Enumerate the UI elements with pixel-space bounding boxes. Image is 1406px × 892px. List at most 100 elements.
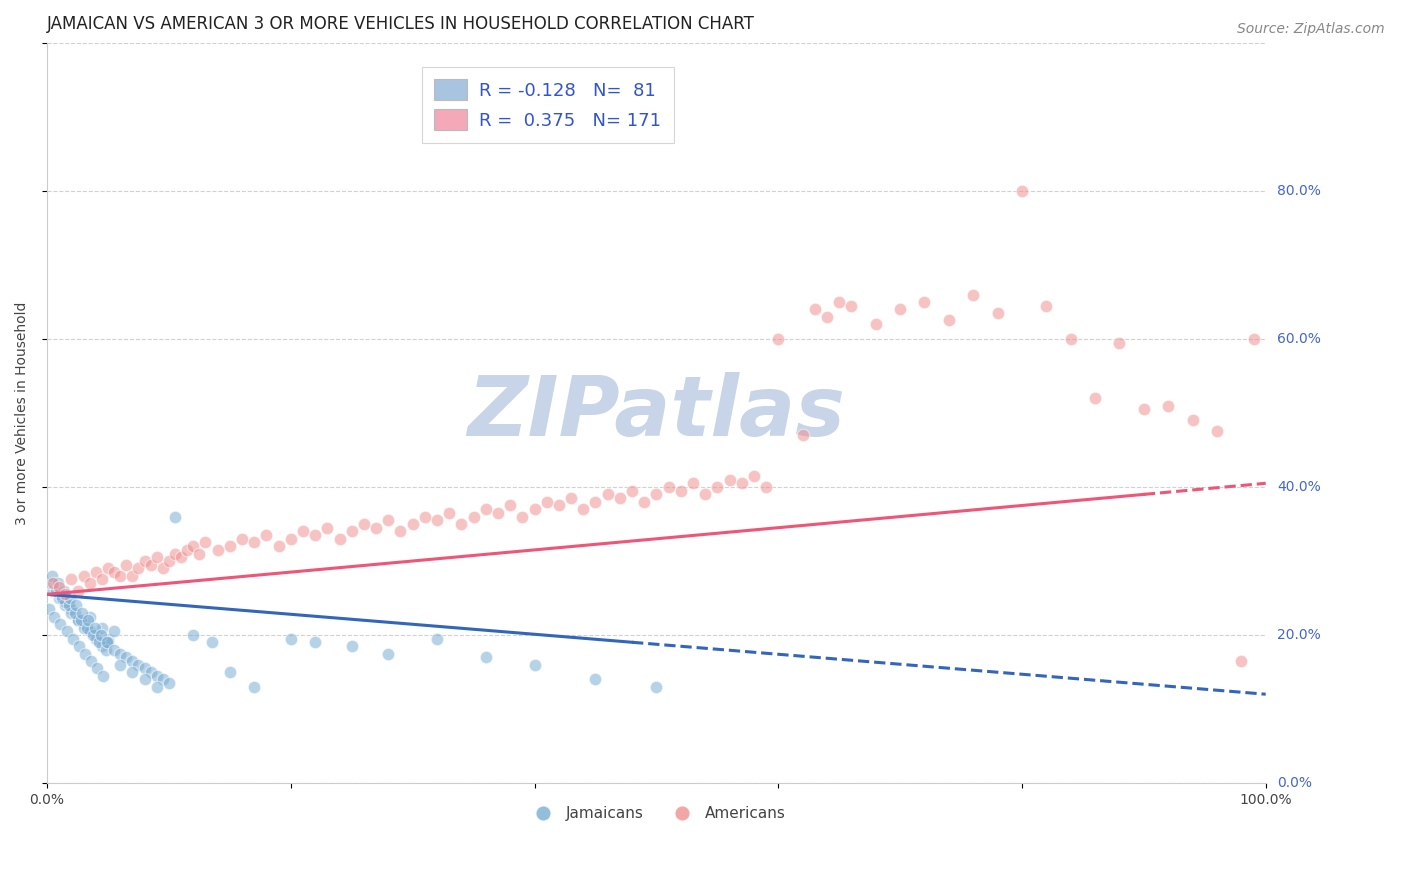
Point xyxy=(962,287,984,301)
Point xyxy=(59,591,82,605)
Point xyxy=(207,542,229,557)
Point xyxy=(523,502,546,516)
Point xyxy=(596,487,619,501)
Point xyxy=(60,573,83,587)
Point xyxy=(84,628,107,642)
Point xyxy=(291,524,314,539)
Point xyxy=(718,473,741,487)
Point xyxy=(79,609,101,624)
Point xyxy=(38,602,60,616)
Point xyxy=(316,521,339,535)
Point xyxy=(55,624,77,639)
Point xyxy=(706,480,728,494)
Point xyxy=(499,499,522,513)
Point xyxy=(188,547,211,561)
Point xyxy=(426,632,449,646)
Text: JAMAICAN VS AMERICAN 3 OR MORE VEHICLES IN HOUSEHOLD CORRELATION CHART: JAMAICAN VS AMERICAN 3 OR MORE VEHICLES … xyxy=(46,15,755,33)
Point xyxy=(560,491,582,505)
Point xyxy=(76,621,98,635)
Point xyxy=(755,480,778,494)
Point xyxy=(72,616,94,631)
Point xyxy=(63,606,86,620)
Point xyxy=(768,332,790,346)
Text: 80.0%: 80.0% xyxy=(1277,184,1320,198)
Point xyxy=(108,657,131,672)
Point xyxy=(437,506,460,520)
Point xyxy=(181,539,204,553)
Point xyxy=(218,539,240,553)
Point xyxy=(200,635,222,649)
Point xyxy=(157,676,180,690)
Point xyxy=(48,580,70,594)
Point xyxy=(463,509,485,524)
Point xyxy=(1011,184,1033,198)
Point xyxy=(48,591,70,605)
Point xyxy=(792,428,814,442)
Point xyxy=(72,621,94,635)
Point xyxy=(243,535,266,549)
Point xyxy=(1230,654,1253,668)
Point xyxy=(42,576,65,591)
Point xyxy=(304,528,326,542)
Point xyxy=(86,661,108,675)
Point xyxy=(633,495,655,509)
Point xyxy=(49,616,72,631)
Point xyxy=(127,561,149,575)
Point xyxy=(72,569,94,583)
Point xyxy=(889,302,911,317)
Point xyxy=(58,599,80,613)
Point xyxy=(267,539,290,553)
Point xyxy=(91,669,114,683)
Point xyxy=(83,621,105,635)
Point xyxy=(152,561,174,575)
Point xyxy=(170,550,193,565)
Point xyxy=(841,299,863,313)
Point xyxy=(108,569,131,583)
Point xyxy=(121,654,143,668)
Point xyxy=(51,591,73,605)
Point xyxy=(82,628,104,642)
Point xyxy=(41,569,63,583)
Point xyxy=(79,624,101,639)
Point xyxy=(536,495,558,509)
Point xyxy=(731,476,754,491)
Point xyxy=(134,554,156,568)
Point xyxy=(377,647,399,661)
Point xyxy=(572,502,595,516)
Point xyxy=(254,528,277,542)
Point xyxy=(163,509,186,524)
Point xyxy=(103,642,125,657)
Point xyxy=(176,542,198,557)
Point xyxy=(53,595,76,609)
Point xyxy=(548,499,571,513)
Point xyxy=(304,635,326,649)
Point xyxy=(377,513,399,527)
Point xyxy=(695,487,717,501)
Point xyxy=(79,576,101,591)
Point xyxy=(340,639,363,653)
Point xyxy=(97,561,120,575)
Point xyxy=(62,632,84,646)
Point xyxy=(70,613,93,627)
Point xyxy=(80,654,103,668)
Point xyxy=(609,491,631,505)
Point xyxy=(987,306,1010,320)
Point xyxy=(134,673,156,687)
Text: 0.0%: 0.0% xyxy=(1277,776,1312,790)
Point xyxy=(84,632,107,646)
Point xyxy=(96,635,118,649)
Point xyxy=(90,573,112,587)
Point xyxy=(66,613,89,627)
Point xyxy=(450,516,472,531)
Point xyxy=(914,294,936,309)
Point xyxy=(53,583,76,598)
Point xyxy=(103,565,125,579)
Point xyxy=(90,621,112,635)
Text: ZIPatlas: ZIPatlas xyxy=(467,373,845,453)
Text: 60.0%: 60.0% xyxy=(1277,332,1320,346)
Point xyxy=(742,468,765,483)
Point xyxy=(585,495,607,509)
Point xyxy=(585,673,607,687)
Point xyxy=(815,310,838,324)
Point xyxy=(60,602,83,616)
